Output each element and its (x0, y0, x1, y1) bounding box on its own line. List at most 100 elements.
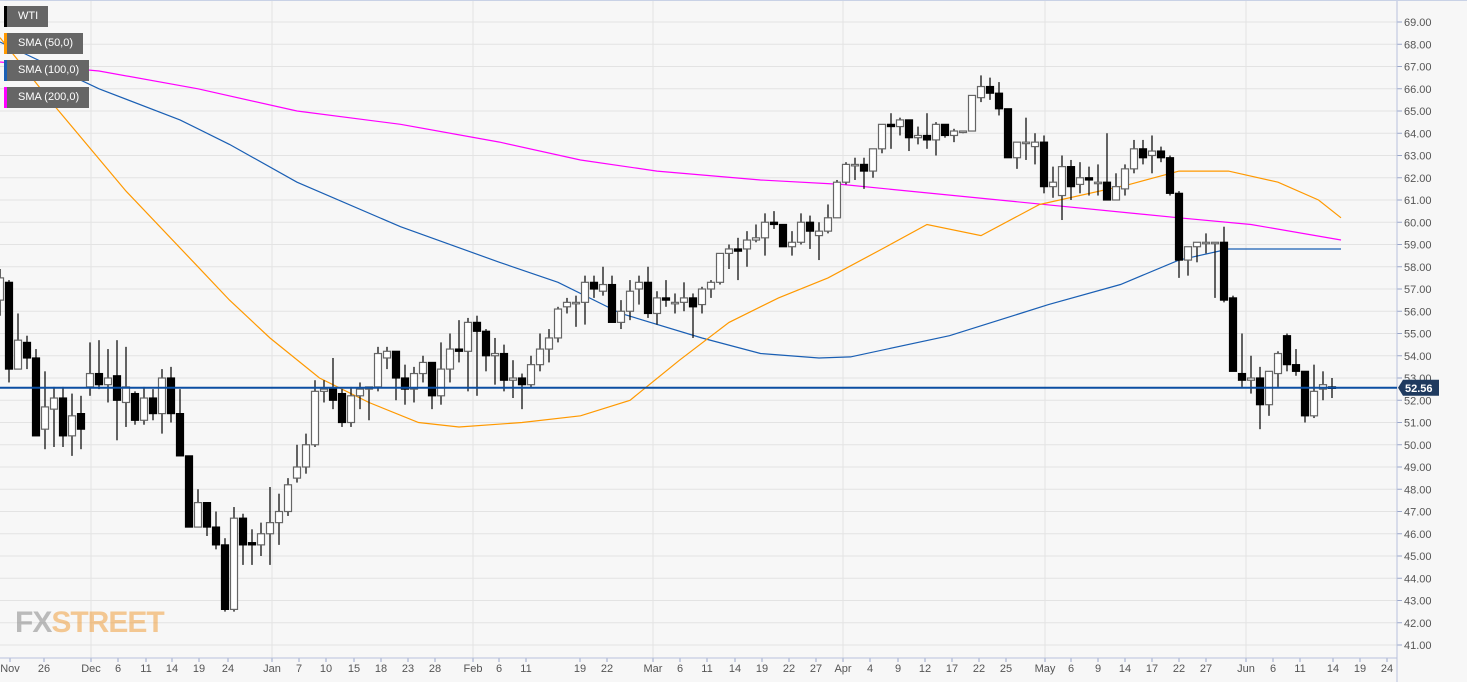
candle-body (886, 123, 896, 128)
candle (355, 382, 365, 410)
candle-body (580, 281, 590, 303)
candle-body (472, 321, 482, 332)
candle-body (859, 163, 869, 172)
candle (652, 291, 662, 325)
candle (1030, 133, 1040, 165)
x-tick-label: 7 (296, 663, 302, 675)
candle-body (292, 466, 302, 479)
x-tick-label: 11 (140, 663, 151, 675)
candle (202, 502, 212, 536)
legend-label: SMA (50,0) (18, 37, 74, 49)
candle-body (31, 357, 41, 437)
candle (679, 282, 689, 312)
candle-body (940, 123, 950, 137)
candle-body (679, 297, 689, 303)
candle-body (526, 364, 536, 386)
candle-body (634, 281, 644, 290)
candle-body (157, 377, 167, 415)
candle-body (445, 348, 455, 370)
x-tick-label: 22 (783, 663, 795, 675)
candle (1048, 166, 1058, 198)
candle (238, 513, 248, 565)
legend-sma-50: SMA (50,0) (4, 33, 84, 54)
y-tick-label: 45.00 (1404, 551, 1432, 563)
candle-body (346, 395, 356, 424)
candle (715, 252, 725, 285)
candle-body (733, 248, 743, 252)
candle-body (121, 386, 131, 404)
candle (580, 275, 590, 325)
candle-body (1102, 181, 1112, 201)
candle-body (1174, 192, 1184, 261)
candle (274, 493, 284, 545)
y-tick-label: 69.00 (1404, 17, 1432, 29)
candle (823, 204, 833, 234)
candle (454, 320, 464, 363)
candle (967, 94, 977, 132)
x-tick-label: 14 (1327, 663, 1339, 675)
candle-body (1309, 390, 1319, 417)
candle (1075, 162, 1085, 194)
legend-label: WTI (18, 10, 39, 22)
candle (787, 231, 797, 256)
candle-body (1237, 372, 1247, 381)
candle (814, 222, 824, 261)
y-tick-label: 67.00 (1404, 62, 1432, 74)
candle (1309, 364, 1319, 419)
candle (1201, 233, 1211, 254)
candle-body (454, 348, 464, 352)
candle-body (328, 388, 338, 401)
candle-body (742, 239, 752, 250)
candle (562, 297, 572, 314)
x-tick-label: 6 (1270, 663, 1276, 675)
candle (112, 340, 122, 441)
candle-body (850, 163, 860, 167)
x-tick-label: Jan (263, 663, 281, 675)
candle (589, 275, 599, 298)
candle (463, 317, 473, 392)
candle (400, 364, 410, 405)
candle (319, 380, 329, 403)
candle (535, 333, 545, 372)
candle (301, 433, 311, 474)
candle (139, 386, 149, 425)
candle-body (661, 297, 671, 301)
candle-body (1291, 364, 1301, 372)
x-tick-label: 25 (1000, 663, 1012, 675)
candle (49, 386, 59, 447)
sma-200-line (0, 61, 1342, 241)
x-tick-label: 27 (1200, 663, 1212, 675)
candle (1192, 241, 1202, 263)
candle (805, 215, 815, 249)
candle-body (76, 413, 86, 430)
candle-body (283, 484, 293, 513)
candle-body (724, 248, 734, 254)
candle (67, 393, 77, 456)
candle-body (355, 388, 365, 397)
candle (265, 487, 275, 565)
candle (157, 369, 167, 434)
x-tick-label: 9 (895, 663, 901, 675)
candle (571, 295, 581, 327)
candle (175, 389, 185, 457)
candle-body (382, 350, 392, 359)
candle-body (130, 392, 140, 421)
candle-body (319, 388, 329, 392)
candle (1219, 226, 1229, 303)
y-tick-label: 49.00 (1404, 462, 1432, 474)
x-tick-label: 19 (1354, 663, 1366, 675)
candle-body (841, 163, 851, 183)
candle-body (58, 397, 68, 437)
x-tick-label: 22 (1173, 663, 1185, 675)
current-price-tag (1398, 379, 1439, 396)
logo-street: STREET (51, 606, 164, 639)
y-tick-label: 43.00 (1404, 596, 1432, 608)
x-tick-label: Dec (81, 663, 101, 675)
candle (706, 280, 716, 298)
x-tick-label: 12 (919, 663, 931, 675)
candle (1183, 246, 1193, 276)
candle-body (1111, 186, 1121, 201)
candle (1129, 139, 1139, 174)
candle (868, 148, 878, 178)
